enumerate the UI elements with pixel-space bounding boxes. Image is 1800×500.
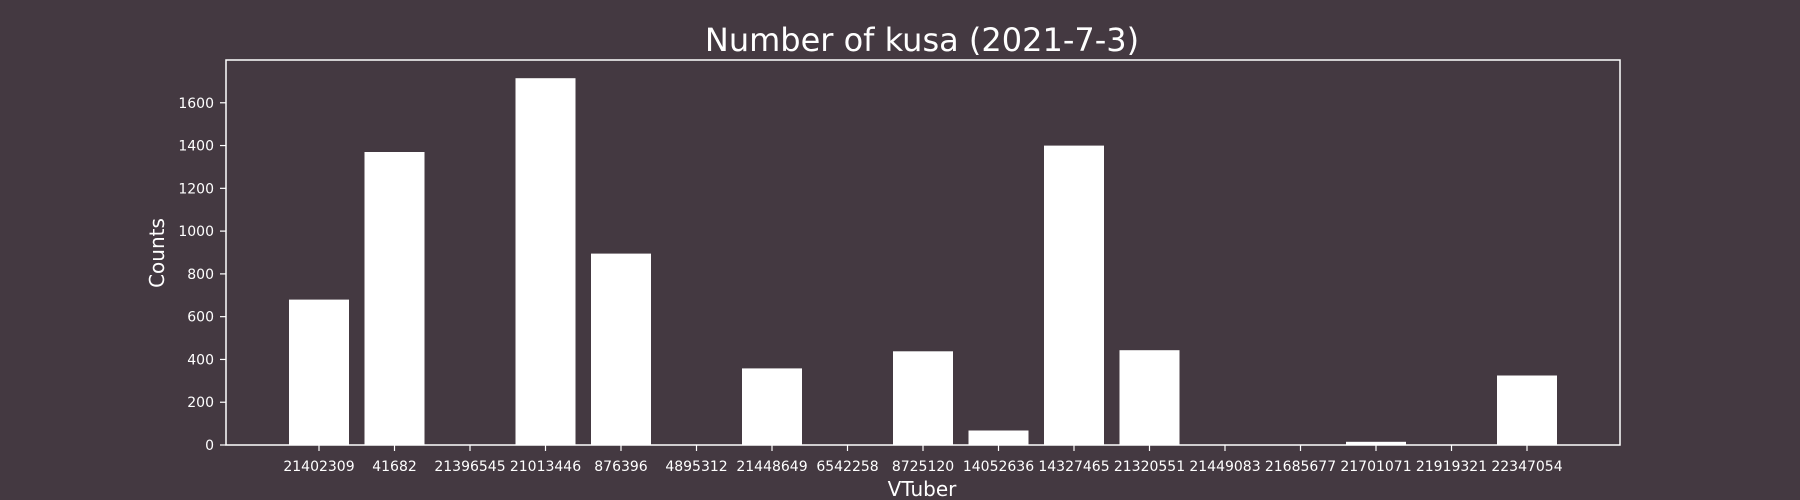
x-tick-label: 21448649 xyxy=(736,459,807,475)
x-axis-label: VTuber xyxy=(888,477,958,500)
x-tick-label: 8725120 xyxy=(892,459,954,475)
x-tick-label: 21013446 xyxy=(510,459,581,475)
y-tick-label: 0 xyxy=(205,438,214,454)
chart-title: Number of kusa (2021-7-3) xyxy=(705,21,1139,59)
y-tick-label: 800 xyxy=(187,267,214,283)
y-axis-label: Counts xyxy=(145,218,169,288)
bar xyxy=(893,351,953,445)
bar xyxy=(1497,375,1557,445)
plot-area: 0 200 400 600 800 1000 1200 1400 1600 21402309 416… xyxy=(178,59,1621,475)
x-tick-label: 21402309 xyxy=(283,459,354,475)
y-tick-label: 1400 xyxy=(178,139,214,155)
bar xyxy=(1119,350,1180,445)
x-tick-label: 41682 xyxy=(372,459,417,475)
x-tick-label: 21685677 xyxy=(1265,459,1336,475)
x-tick-label: 6542258 xyxy=(816,459,878,475)
x-tick-label: 21396545 xyxy=(434,459,505,475)
y-tick-label: 1000 xyxy=(178,224,214,240)
x-tick-label: 22347054 xyxy=(1491,459,1562,475)
y-tick-label: 1600 xyxy=(178,96,214,112)
x-tick-label: 21701071 xyxy=(1340,459,1411,475)
bar xyxy=(289,299,349,445)
y-tick-label: 400 xyxy=(187,352,214,368)
bar xyxy=(364,152,425,445)
y-tick-label: 600 xyxy=(187,310,214,326)
bar xyxy=(591,253,651,445)
y-tick-label: 200 xyxy=(187,395,214,411)
x-tick-label: 14327465 xyxy=(1038,459,1109,475)
x-tick-label: 4895312 xyxy=(665,459,727,475)
bar xyxy=(1346,441,1406,445)
x-tick-label: 21449083 xyxy=(1189,459,1260,475)
x-tick-label: 876396 xyxy=(594,459,648,475)
bar xyxy=(1044,145,1104,445)
x-tick-label: 21919321 xyxy=(1416,459,1487,475)
bar xyxy=(515,78,576,445)
y-tick-label: 1200 xyxy=(178,181,214,197)
x-tick-label: 14052636 xyxy=(963,459,1034,475)
bar xyxy=(968,430,1029,445)
x-tick-label: 21320551 xyxy=(1114,459,1185,475)
bar xyxy=(742,368,802,445)
